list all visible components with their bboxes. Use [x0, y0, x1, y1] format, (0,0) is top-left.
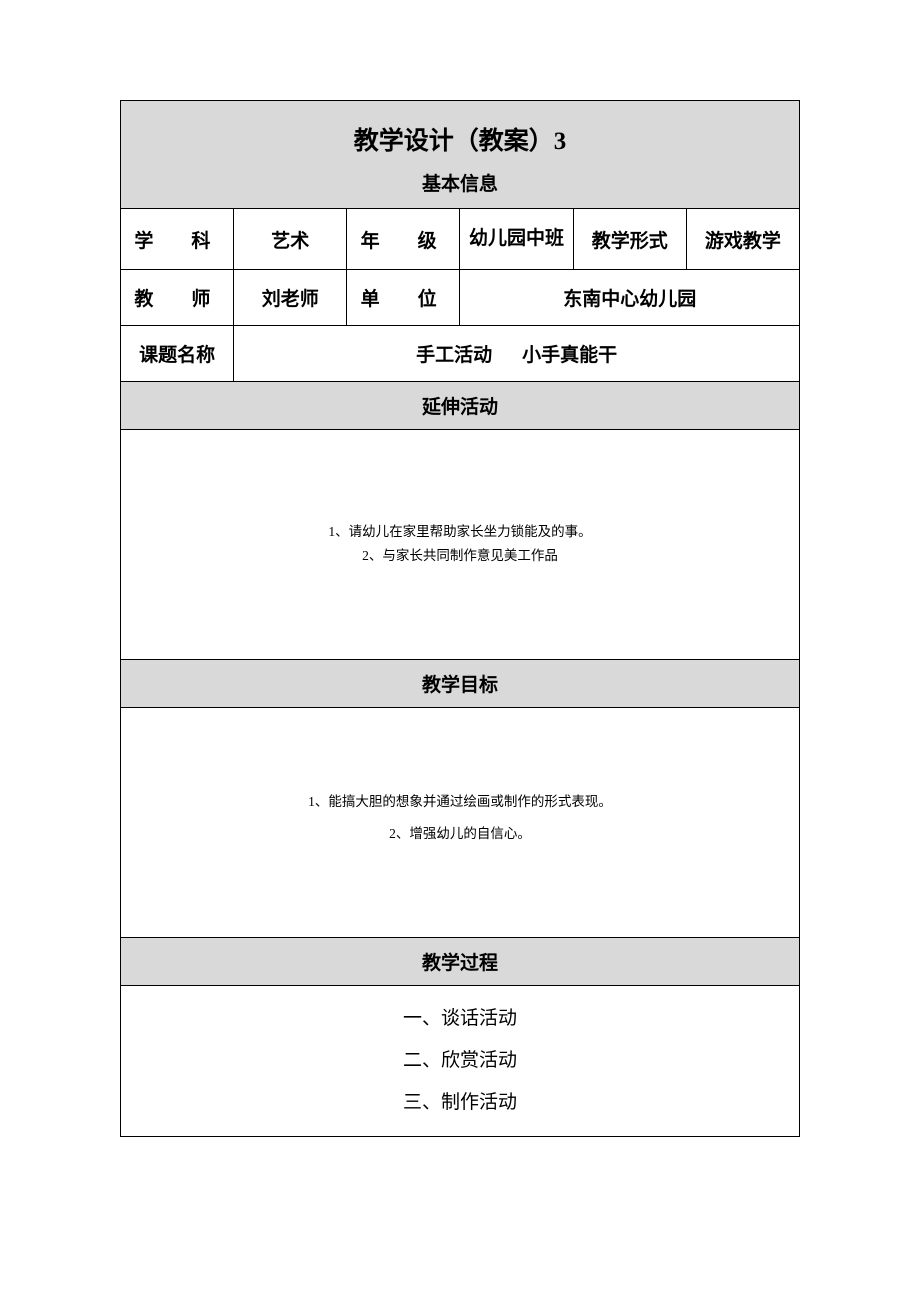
subject-value: 艺术 — [234, 209, 347, 270]
form-value: 游戏教学 — [686, 209, 799, 270]
goal-header: 教学目标 — [121, 660, 800, 708]
unit-label: 单 位 — [347, 270, 460, 326]
extension-header: 延伸活动 — [121, 382, 800, 430]
lesson-value-part2: 小手真能干 — [522, 340, 617, 367]
lesson-plan-table: 教学设计（教案）3 基本信息 学 科 艺术 年 级 幼儿园中班 教学形式 游戏教… — [120, 100, 800, 1137]
process-item: 二、欣赏活动 — [135, 1040, 785, 1082]
extension-item: 1、请幼儿在家里帮助家长坐力锁能及的事。 — [131, 521, 789, 543]
unit-value: 东南中心幼儿园 — [460, 270, 800, 326]
grade-label: 年 级 — [347, 209, 460, 270]
process-content: 一、谈话活动 二、欣赏活动 三、制作活动 — [121, 986, 800, 1136]
lesson-label: 课题名称 — [121, 326, 234, 382]
doc-subtitle: 基本信息 — [121, 163, 800, 209]
teacher-value: 刘老师 — [234, 270, 347, 326]
lesson-value: 手工活动 小手真能干 — [234, 326, 800, 382]
extension-item: 2、与家长共同制作意见美工作品 — [131, 545, 789, 567]
grade-value: 幼儿园中班 — [460, 209, 573, 270]
process-item: 一、谈话活动 — [135, 998, 785, 1040]
doc-title: 教学设计（教案）3 — [121, 101, 800, 164]
goal-content: 1、能搞大胆的想象并通过绘画或制作的形式表现。 2、增强幼儿的自信心。 — [121, 708, 800, 938]
process-item: 三、制作活动 — [135, 1082, 785, 1124]
teacher-label: 教 师 — [121, 270, 234, 326]
extension-content: 1、请幼儿在家里帮助家长坐力锁能及的事。 2、与家长共同制作意见美工作品 — [121, 430, 800, 660]
subject-label: 学 科 — [121, 209, 234, 270]
goal-item: 2、增强幼儿的自信心。 — [131, 823, 789, 845]
process-header: 教学过程 — [121, 938, 800, 986]
lesson-value-part1: 手工活动 — [416, 340, 492, 367]
goal-item: 1、能搞大胆的想象并通过绘画或制作的形式表现。 — [131, 791, 789, 813]
form-label: 教学形式 — [573, 209, 686, 270]
